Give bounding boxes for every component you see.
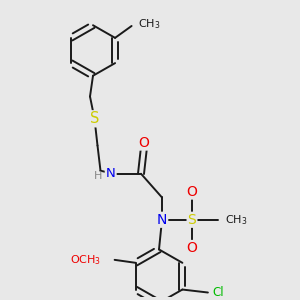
Text: O: O — [139, 136, 149, 149]
Text: CH$_3$: CH$_3$ — [138, 18, 160, 32]
Text: CH$_3$: CH$_3$ — [225, 213, 248, 227]
Text: OCH$_3$: OCH$_3$ — [70, 253, 101, 267]
Text: O: O — [187, 241, 197, 255]
Text: O: O — [91, 253, 101, 266]
Text: S: S — [188, 213, 196, 227]
Text: Cl: Cl — [212, 286, 224, 299]
Text: S: S — [90, 111, 99, 126]
Text: O: O — [187, 184, 197, 199]
Text: N: N — [157, 213, 167, 227]
Text: H: H — [94, 171, 102, 181]
Text: N: N — [106, 167, 116, 180]
